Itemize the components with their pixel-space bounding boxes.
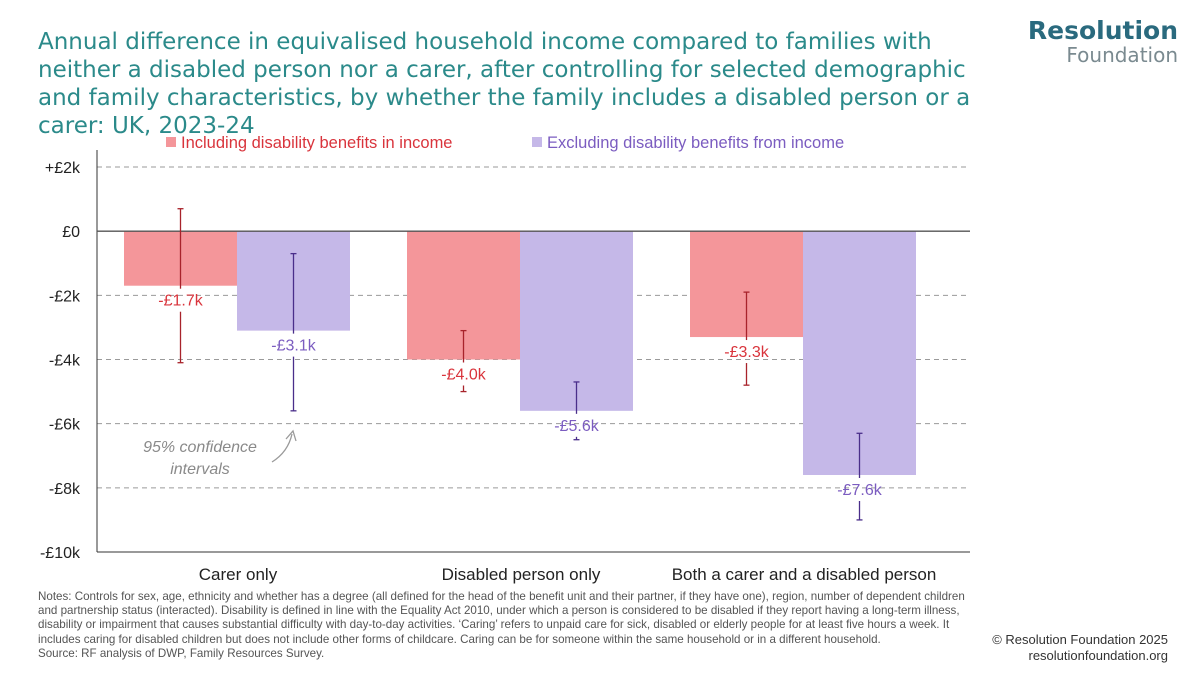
chart-title: Annual difference in equivalised househo…	[38, 29, 971, 139]
source-text: Source: RF analysis of DWP, Family Resou…	[38, 646, 325, 660]
legend-label: Excluding disability benefits from incom…	[547, 134, 844, 152]
y-tick-label: -£4k	[49, 353, 81, 370]
annotation-line-2: intervals	[170, 461, 230, 478]
resolution-foundation-logo: Resolution Foundation	[1028, 18, 1178, 65]
data-label: -£3.3k	[724, 344, 769, 361]
y-tick-label: -£2k	[49, 288, 81, 305]
legend-swatch	[532, 137, 542, 147]
annotation-arrow	[271, 433, 293, 463]
data-label: -£7.6k	[837, 482, 882, 499]
bar	[520, 231, 633, 411]
x-category-label: Disabled person only	[442, 565, 601, 584]
x-category-label: Carer only	[199, 565, 278, 584]
legend-label: Including disability benefits in income	[181, 134, 453, 152]
y-tick-label: +£2k	[45, 160, 81, 177]
y-tick-label: -£8k	[49, 481, 81, 498]
data-label: -£1.7k	[158, 293, 203, 310]
x-category-label: Both a carer and a disabled person	[672, 565, 937, 584]
copyright-block: © Resolution Foundation 2025 resolutionf…	[992, 632, 1168, 664]
y-tick-label: £0	[62, 224, 80, 241]
legend-swatch	[166, 137, 176, 147]
footer-url: resolutionfoundation.org	[1028, 648, 1169, 663]
logo-line-1: Resolution	[1027, 16, 1178, 45]
annotation-line-1: 95% confidence	[143, 439, 257, 456]
annotation-arrowhead	[285, 429, 297, 442]
copyright-text: © Resolution Foundation 2025	[992, 632, 1168, 647]
logo-line-2: Foundation	[1066, 43, 1178, 67]
y-tick-label: -£6k	[49, 417, 81, 434]
data-label: -£4.0k	[441, 367, 486, 384]
y-tick-label: -£10k	[40, 545, 81, 562]
notes-text: Notes: Controls for sex, age, ethnicity …	[38, 590, 965, 646]
chart-notes: Notes: Controls for sex, age, ethnicity …	[38, 590, 973, 661]
data-label: -£3.1k	[271, 338, 316, 355]
data-label: -£5.6k	[554, 418, 599, 435]
